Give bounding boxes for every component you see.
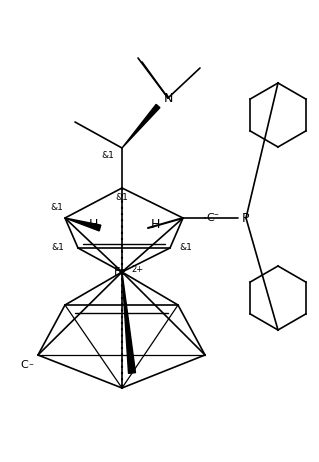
- Polygon shape: [122, 272, 136, 373]
- Text: &1: &1: [51, 203, 63, 213]
- Text: &1: &1: [180, 243, 192, 251]
- Text: N: N: [163, 91, 173, 104]
- Text: &1: &1: [115, 193, 129, 201]
- Text: $^{-}$: $^{-}$: [28, 360, 34, 370]
- Text: 2+: 2+: [131, 266, 143, 274]
- Text: &1: &1: [101, 151, 115, 159]
- Text: Fe: Fe: [114, 267, 126, 277]
- Text: H: H: [150, 218, 160, 231]
- Text: H: H: [88, 218, 98, 231]
- Polygon shape: [65, 218, 101, 231]
- Polygon shape: [122, 104, 160, 148]
- Text: $^{-}$: $^{-}$: [213, 211, 219, 219]
- Text: C: C: [206, 213, 214, 223]
- Text: &1: &1: [52, 243, 64, 251]
- Text: P: P: [242, 212, 249, 225]
- Text: C: C: [20, 360, 28, 370]
